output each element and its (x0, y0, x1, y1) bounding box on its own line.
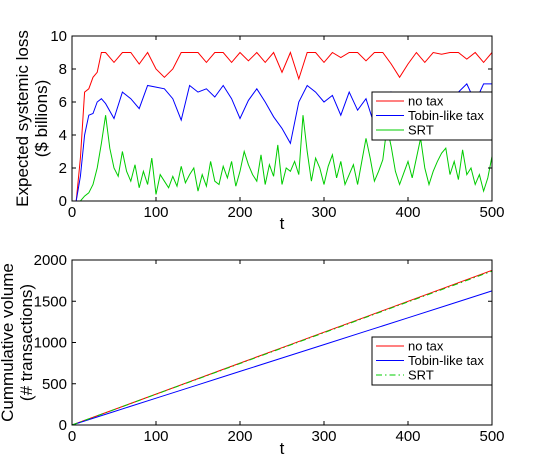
y-axis-label-line: (# transactions) (17, 284, 36, 401)
y-axis-label: Cummulative volume(# transactions) (0, 263, 36, 422)
x-tick-label: 300 (311, 428, 336, 445)
legend-label: no tax (408, 339, 444, 354)
y-axis-label-line: Expected systemic loss (13, 30, 32, 207)
legend-label: no tax (408, 94, 444, 109)
x-tick-label: 400 (395, 428, 420, 445)
legend-label: Tobin-like tax (408, 353, 484, 368)
x-tick-label: 0 (68, 204, 76, 221)
x-axis-label: t (280, 439, 285, 458)
y-tick-label: 6 (59, 94, 67, 111)
x-tick-label: 200 (227, 428, 252, 445)
series-line-srt (72, 115, 493, 202)
y-axis-label: Expected systemic loss($ billions) (13, 30, 51, 207)
legend-label: Tobin-like tax (408, 108, 484, 123)
legend-label: SRT (408, 123, 434, 138)
y-tick-label: 1000 (34, 335, 67, 352)
y-tick-label: 500 (42, 376, 67, 393)
y-tick-label: 10 (50, 28, 67, 45)
x-axis-label: t (280, 214, 285, 233)
series-line-no-tax (72, 51, 493, 202)
x-tick-label: 100 (143, 428, 168, 445)
y-tick-label: 0 (59, 193, 67, 210)
y-tick-label: 2 (59, 160, 67, 177)
chart-panel-1: 0 100 200 300 400 500 0 2 4 6 8 10 t Expected systemi… (13, 28, 505, 233)
x-tick-label: 0 (68, 428, 76, 445)
y-tick-label: 8 (59, 61, 67, 78)
y-tick-label: 4 (59, 127, 67, 144)
y-tick-label: 0 (59, 417, 67, 434)
chart-panel-2: 0 100 200 300 400 500 0 500 1000 1500 2000 t Cummula… (0, 252, 505, 458)
x-tick-label: 300 (311, 204, 336, 221)
x-tick-label: 500 (479, 204, 504, 221)
y-tick-label: 1500 (34, 293, 67, 310)
x-tick-label: 100 (143, 204, 168, 221)
x-tick-label: 500 (479, 428, 504, 445)
x-tick-label: 400 (395, 204, 420, 221)
y-tick-label: 2000 (34, 252, 67, 269)
y-axis-label-line: Cummulative volume (0, 263, 17, 422)
series-line-no-tax (71, 269, 493, 426)
legend-label: SRT (408, 368, 434, 383)
y-axis-label-line: ($ billions) (32, 80, 51, 157)
series-line-tobin-like-tax (71, 290, 493, 426)
x-tick-label: 200 (227, 204, 252, 221)
